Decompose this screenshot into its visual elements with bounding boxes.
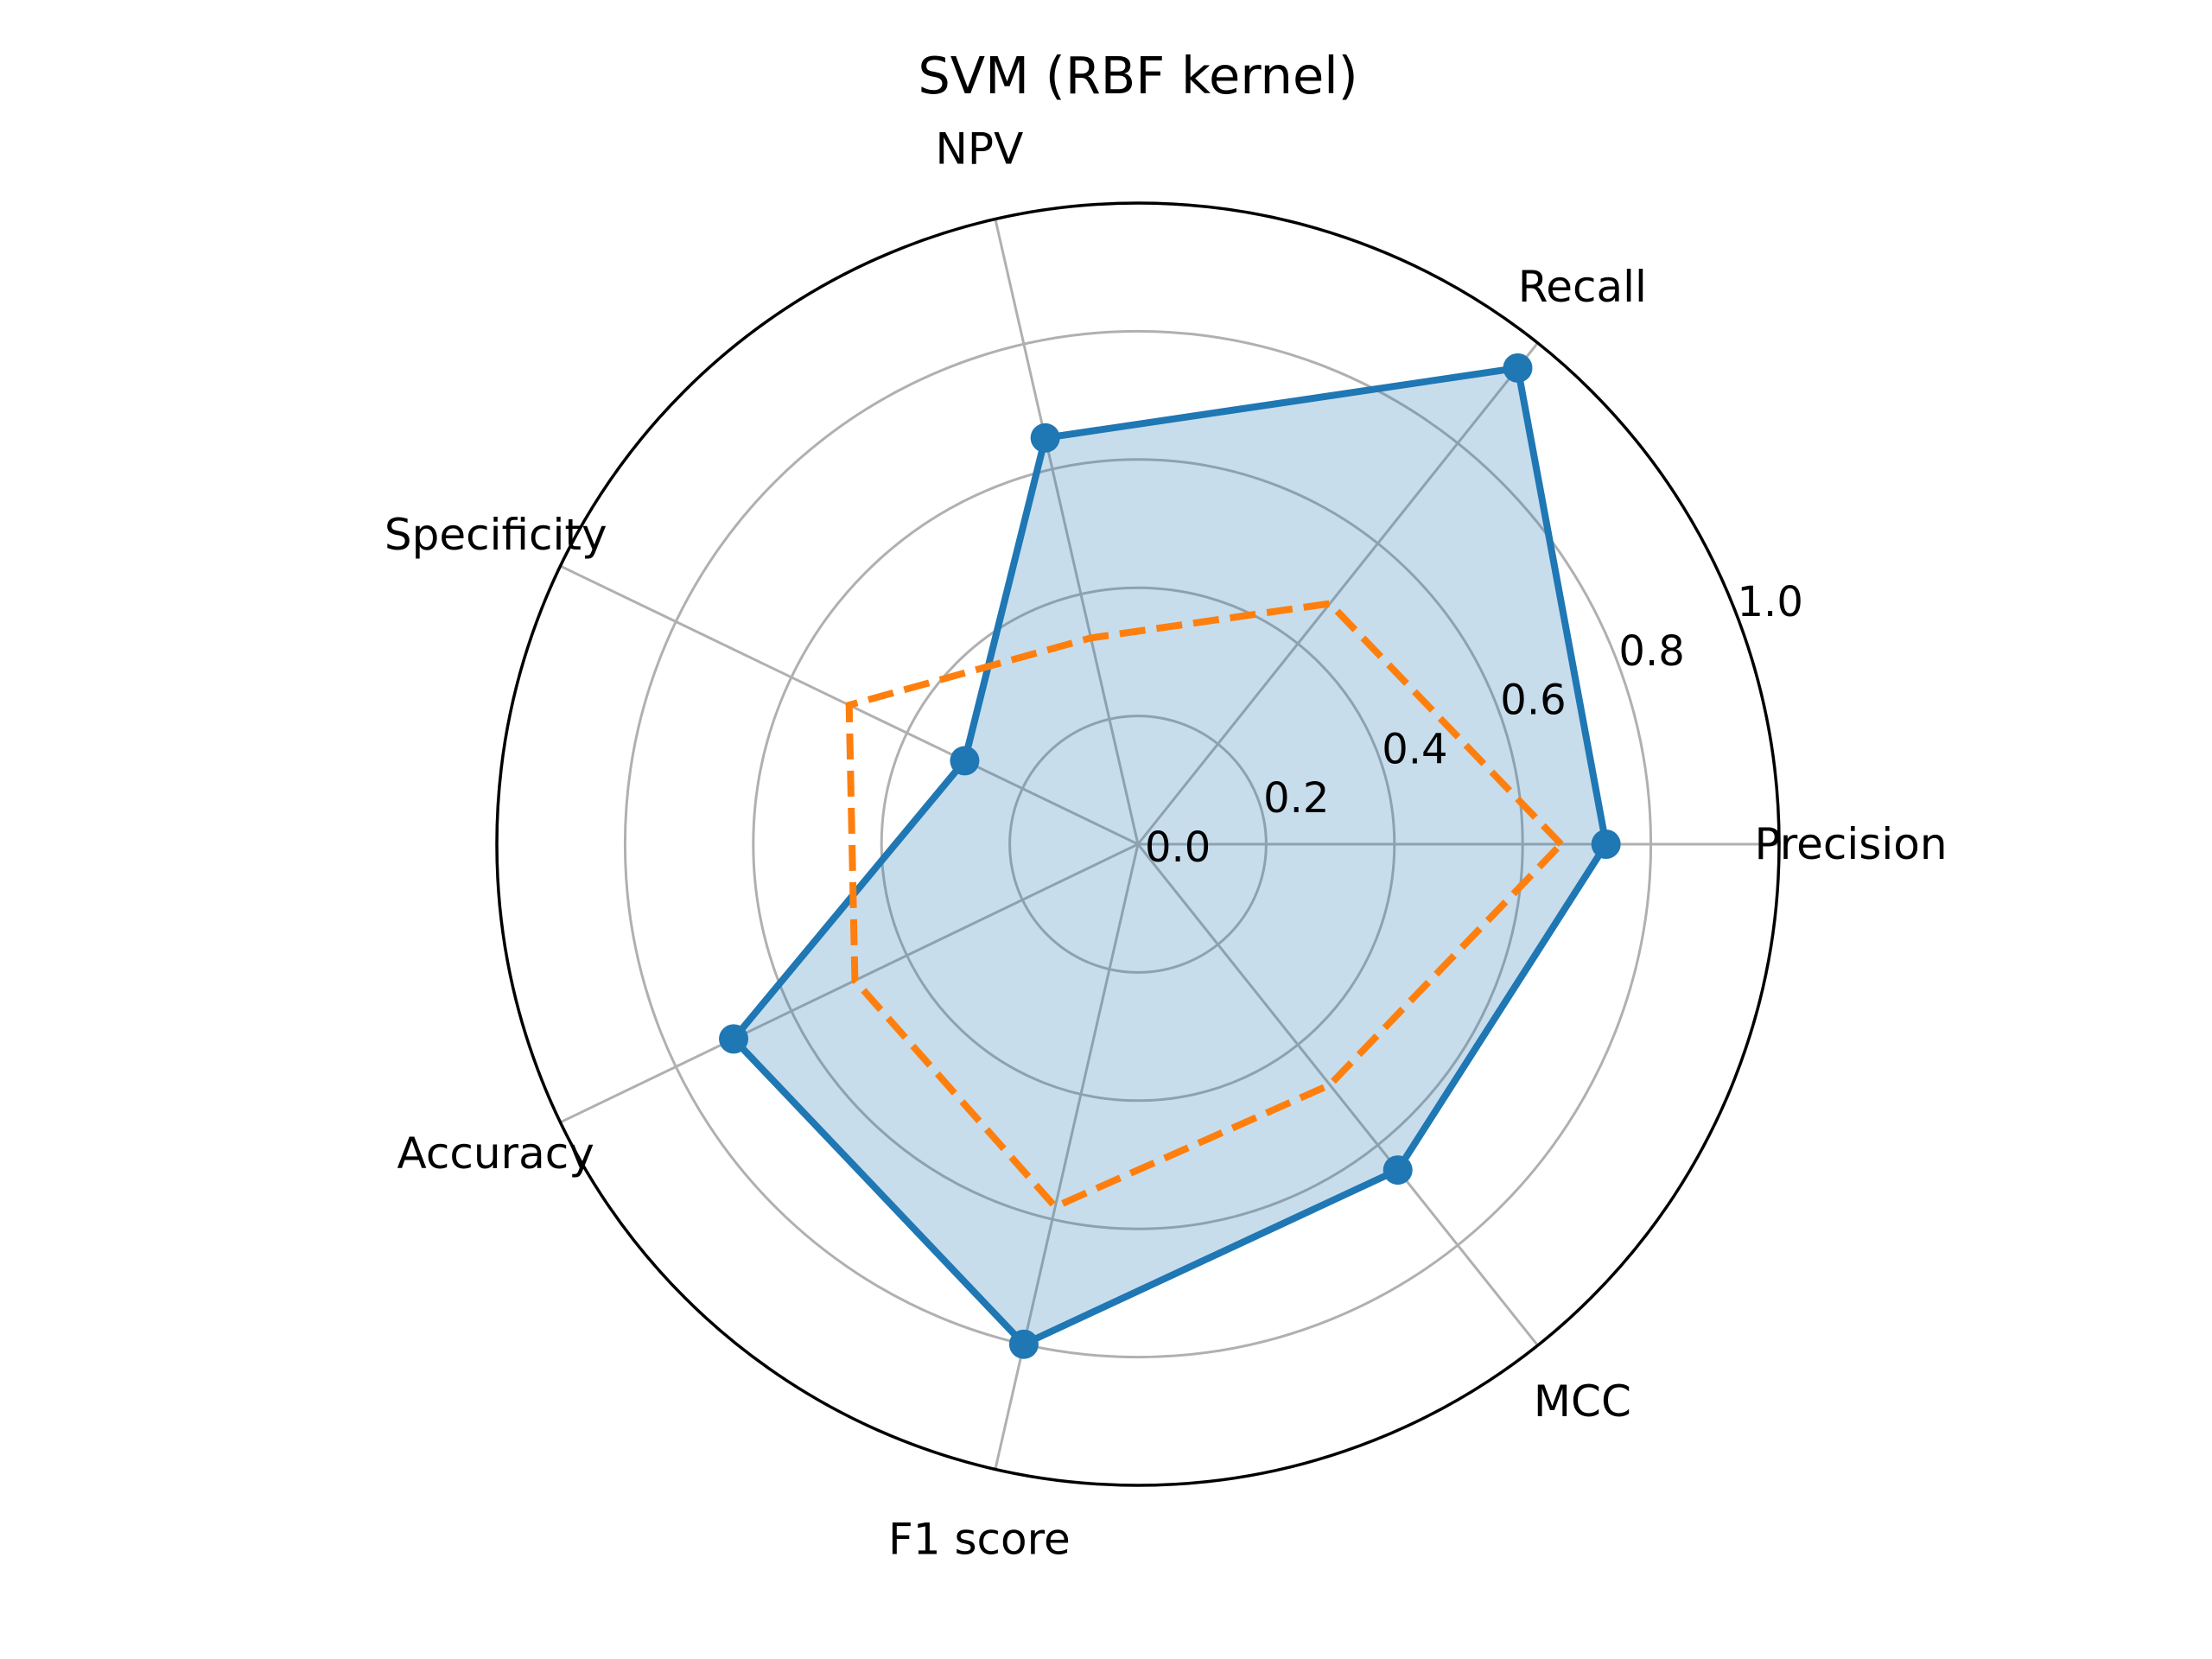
series-1-point-npv	[1030, 423, 1060, 453]
grid-spoke	[994, 219, 1140, 845]
r-tick-label: 0.6	[1500, 677, 1566, 725]
series-1-point-specificity	[950, 746, 980, 776]
chart-title: SVM (RBF kernel)	[918, 46, 1357, 105]
r-tick-label: 1.0	[1738, 578, 1803, 626]
grid-spoke	[559, 842, 1139, 1124]
series-1-point-precision	[1591, 830, 1621, 859]
category-label-npv: NPV	[936, 124, 1024, 175]
category-label-accuracy: Accuracy	[397, 1128, 594, 1179]
category-label-recall: Recall	[1518, 262, 1647, 312]
category-label-f1-score: F1 score	[888, 1514, 1071, 1564]
r-tick-label: 0.4	[1382, 725, 1447, 773]
polar-grid	[495, 201, 1781, 1487]
series-1-line	[728, 364, 1610, 1349]
series-1-point-accuracy	[719, 1024, 749, 1054]
series-1-point-recall	[1503, 353, 1533, 383]
series-1-point-mcc	[1382, 1155, 1413, 1185]
category-label-specificity: Specificity	[385, 510, 607, 560]
series-2-line	[845, 600, 1567, 1211]
label-layer: 0.0 0.2 0.4 0.6 0.8 1.0 Precision Recall NPV Spec…	[385, 124, 1948, 1565]
category-label-precision: Precision	[1754, 819, 1947, 869]
grid-spoke	[1136, 843, 1539, 1347]
series-1-fill	[734, 367, 1606, 1344]
r-tick-label: 0.2	[1263, 774, 1329, 823]
grid-spoke	[994, 843, 1140, 1470]
series-1-point-f1-score	[1008, 1329, 1039, 1359]
r-tick-label: 0.8	[1618, 627, 1684, 676]
r-tick-label: 0.0	[1145, 823, 1211, 872]
series-layer	[719, 353, 1621, 1359]
grid-spoke	[1136, 341, 1539, 845]
category-label-mcc: MCC	[1534, 1376, 1631, 1427]
outer-frame	[495, 201, 1781, 1487]
